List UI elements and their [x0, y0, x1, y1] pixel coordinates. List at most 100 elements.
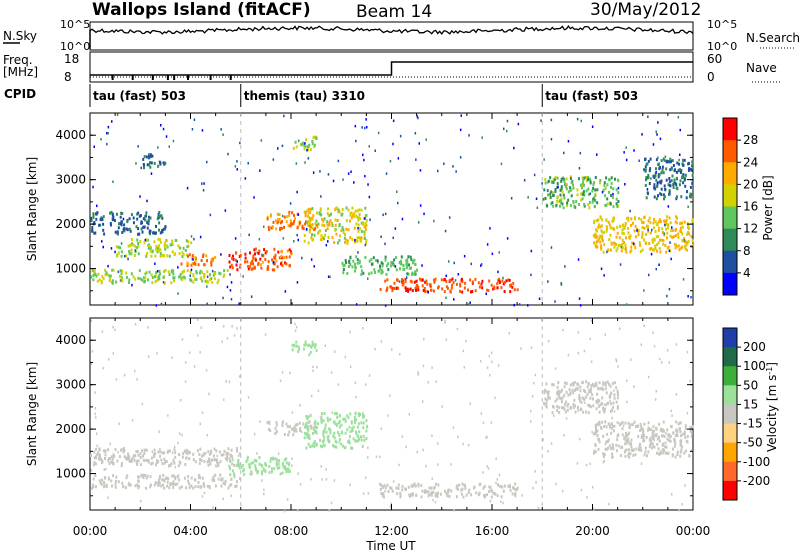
data-point — [291, 411, 294, 414]
data-point — [690, 296, 692, 299]
data-point — [589, 179, 592, 183]
data-point — [450, 286, 453, 290]
data-point — [98, 278, 101, 282]
data-point — [169, 482, 172, 486]
data-point — [358, 437, 360, 441]
data-point — [156, 352, 158, 355]
data-point — [500, 286, 503, 290]
data-point — [594, 194, 597, 198]
data-point — [507, 278, 510, 282]
data-point — [550, 190, 553, 194]
data-point — [111, 213, 114, 217]
data-point — [283, 433, 286, 436]
data-point — [652, 143, 655, 146]
data-point — [472, 486, 475, 490]
data-point — [666, 294, 668, 298]
data-point — [566, 201, 569, 205]
data-point — [275, 458, 278, 462]
data-point — [668, 190, 671, 194]
data-point — [281, 144, 284, 148]
data-point — [433, 278, 435, 282]
data-point — [682, 278, 685, 281]
data-point — [172, 272, 175, 276]
data-point — [612, 447, 615, 451]
data-point — [316, 365, 318, 369]
data-point — [150, 483, 152, 487]
x-tick-label: 16:00 — [475, 524, 510, 538]
data-point — [213, 479, 216, 482]
data-point — [357, 223, 360, 227]
data-point — [202, 255, 204, 258]
data-point — [226, 456, 229, 460]
data-point — [543, 188, 546, 192]
data-point — [314, 425, 317, 429]
data-point — [621, 231, 624, 235]
data-point — [154, 254, 157, 258]
data-point — [229, 289, 232, 292]
data-point — [96, 211, 99, 215]
data-point — [92, 477, 95, 481]
data-point — [675, 197, 678, 201]
data-point — [114, 230, 117, 234]
data-point — [184, 450, 187, 454]
data-point — [309, 350, 312, 354]
data-point — [410, 266, 412, 270]
data-point — [670, 409, 672, 413]
data-point — [146, 239, 148, 242]
data-point — [513, 146, 515, 150]
data-point — [430, 493, 433, 497]
data-point — [606, 202, 609, 206]
data-point — [212, 506, 214, 509]
data-point — [334, 422, 337, 426]
data-point — [487, 289, 490, 292]
data-point — [602, 250, 605, 254]
data-point — [315, 349, 318, 353]
data-point — [125, 276, 128, 279]
data-point — [316, 211, 318, 215]
data-point — [144, 214, 147, 218]
data-point — [627, 433, 629, 437]
data-point — [355, 222, 358, 226]
data-point — [312, 369, 314, 372]
data-point — [358, 261, 361, 265]
data-point — [578, 297, 581, 300]
data-point — [199, 447, 202, 451]
data-point — [159, 238, 162, 242]
data-point — [279, 221, 282, 225]
data-point — [459, 289, 461, 293]
x-tick-label: 08:00 — [274, 524, 309, 538]
data-point — [236, 160, 238, 163]
data-point — [453, 298, 455, 301]
data-point — [309, 228, 311, 232]
data-point — [233, 475, 236, 479]
data-point — [603, 274, 605, 277]
power-colorbar-swatch — [723, 228, 737, 252]
data-point — [107, 448, 110, 452]
data-point — [156, 459, 158, 463]
data-point — [659, 450, 662, 454]
data-point — [104, 476, 107, 480]
data-point — [287, 224, 290, 228]
data-point — [351, 427, 354, 430]
data-point — [102, 222, 105, 226]
data-point — [576, 382, 579, 386]
data-point — [136, 217, 139, 221]
data-point — [362, 426, 365, 430]
nave-right-tick-top: 60 — [707, 52, 722, 66]
data-point — [207, 450, 210, 454]
data-point — [94, 412, 96, 416]
data-point — [327, 435, 330, 439]
data-point — [322, 419, 325, 423]
data-point — [364, 256, 367, 259]
data-point — [139, 456, 142, 459]
data-point — [247, 267, 250, 271]
data-point — [139, 240, 142, 243]
data-point — [356, 434, 359, 438]
data-point — [628, 451, 631, 455]
data-point — [268, 228, 270, 232]
data-point — [635, 425, 637, 428]
data-point — [621, 445, 624, 449]
data-point — [368, 259, 371, 263]
data-point — [627, 218, 630, 222]
